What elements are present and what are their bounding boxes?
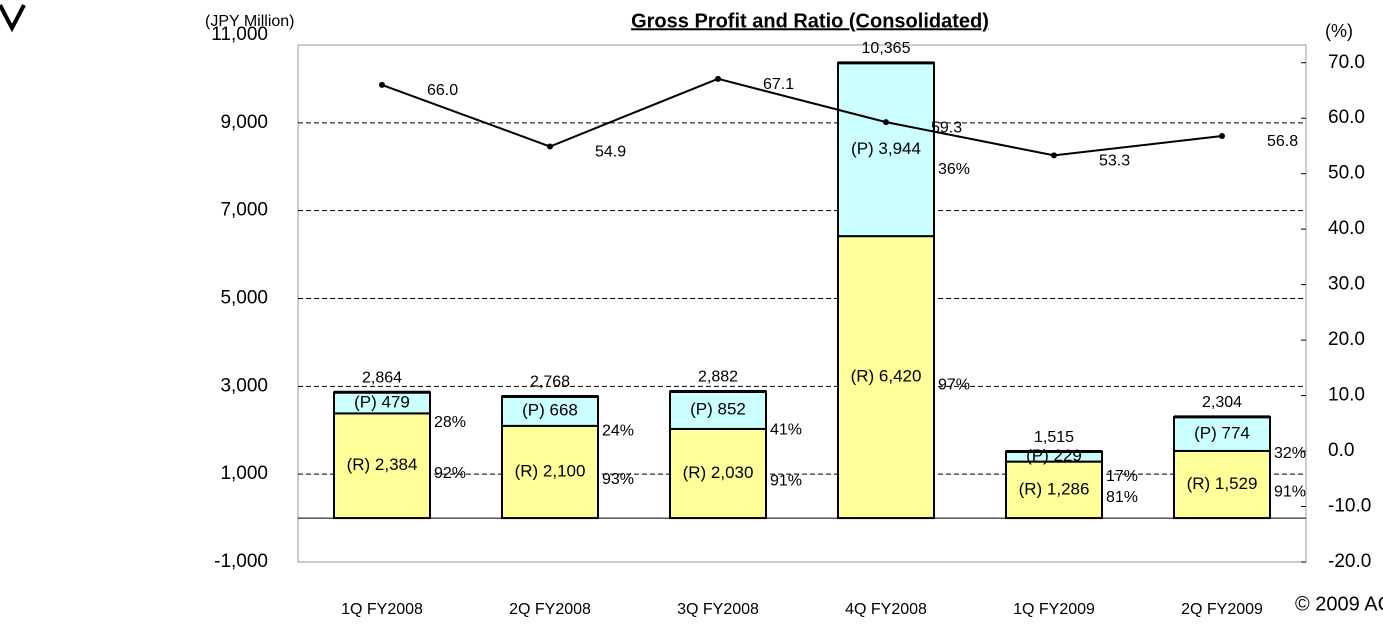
bar-segment [1173,415,1271,452]
segment-label: (R) 2,384 [347,455,418,474]
bar-segment [837,61,935,238]
ratio-point [1051,152,1057,159]
share-note: 28% [434,414,466,431]
x-tick-label: 1Q FY2008 [341,601,423,618]
bar-segment [1173,449,1271,520]
segment-label: (R) 6,420 [851,367,922,386]
share-note: 36% [938,161,970,178]
ratio-label: 66.0 [427,82,458,99]
y-tick-label: 5,000 [220,288,268,309]
chart-title: Gross Profit and Ratio (Consolidated) [631,10,989,32]
y2-tick-label: -10.0 [1328,496,1371,517]
y2-axis-label: (%) [1325,21,1353,41]
share-note: 92% [434,465,466,482]
y-tick-label: 1,000 [220,463,268,484]
ratio-label: 54.9 [595,144,626,161]
segment-label: (P) 3,944 [851,139,921,158]
ratio-label: 59.3 [931,119,962,136]
x-tick-label: 3Q FY2008 [677,601,759,618]
ratio-point [379,81,385,88]
y2-tick-label: -20.0 [1328,551,1371,572]
ratio-label: 67.1 [763,76,794,93]
x-tick-label: 2Q FY2008 [509,601,591,618]
share-note: 41% [770,421,802,438]
total-label: 10,365 [862,40,911,57]
y2-tick-label: 70.0 [1328,52,1365,73]
share-note: 91% [1274,484,1306,501]
bar-segment [501,395,599,427]
y-tick-label: 7,000 [220,200,268,221]
y-tick-label: 11,000 [211,24,268,45]
y-tick-label: 9,000 [220,112,268,133]
y2-tick-label: 40.0 [1328,218,1365,239]
segment-label: (R) 2,030 [683,463,754,482]
corner-icon [0,4,26,33]
plot-frame [297,44,1307,563]
ratio-point [883,119,889,126]
y2-tick-label: 50.0 [1328,163,1365,184]
share-note: 93% [602,471,634,488]
segment-label: (P) 774 [1194,423,1250,442]
total-label: 1,515 [1034,429,1074,446]
ratio-label: 56.8 [1267,133,1298,150]
x-tick-label: 2Q FY2009 [1181,601,1263,618]
share-note: 97% [938,376,970,393]
y2-tick-label: 30.0 [1328,274,1365,295]
total-label: 2,864 [362,370,402,387]
total-label: 2,882 [698,369,738,386]
y-axis-label: (JPY Million) [205,13,295,30]
y2-tick-label: 60.0 [1328,107,1365,128]
y-tick-label: -1,000 [214,551,268,572]
segment-label: (P) 479 [354,392,410,411]
ratio-line [381,77,1223,157]
share-note: 32% [1274,445,1306,462]
copyright: © 2009 AC [1295,593,1383,615]
y2-tick-label: 10.0 [1328,385,1365,406]
segment-label: (P) 229 [1026,446,1082,465]
share-note: 17% [1106,468,1138,485]
ratio-point [715,75,721,82]
x-tick-label: 1Q FY2009 [1013,601,1095,618]
segment-label: (R) 2,100 [515,461,586,480]
ratio-point [1219,132,1225,139]
y2-tick-label: 20.0 [1328,329,1365,350]
ratio-label: 53.3 [1099,153,1130,170]
total-label: 2,304 [1202,394,1242,411]
segment-label: (P) 852 [690,400,746,419]
share-note: 81% [1106,489,1138,506]
share-note: 24% [602,422,634,439]
y-tick-label: 3,000 [220,375,268,396]
segment-label: (P) 668 [522,401,578,420]
bar-segment [501,424,599,520]
y2-tick-label: 0.0 [1328,440,1354,461]
total-label: 2,768 [530,374,570,391]
ratio-point [547,143,553,150]
x-tick-label: 4Q FY2008 [845,601,927,618]
segment-label: (R) 1,529 [1187,474,1258,493]
segment-label: (R) 1,286 [1019,479,1090,498]
share-note: 91% [770,473,802,490]
